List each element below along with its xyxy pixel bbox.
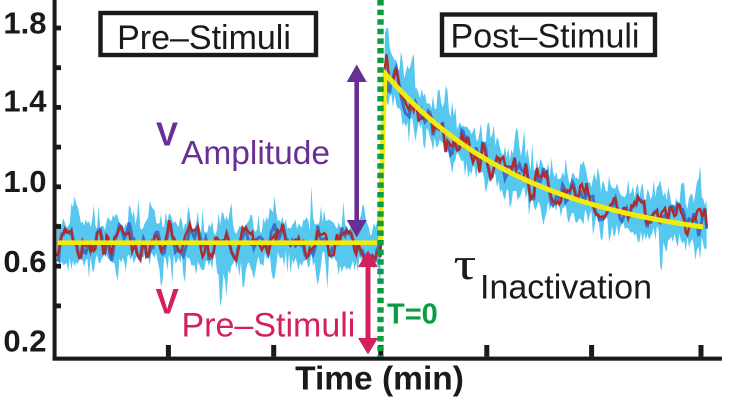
svg-text:1.0: 1.0	[3, 164, 46, 199]
svg-text:1.8: 1.8	[3, 5, 46, 40]
svg-text:τ: τ	[454, 239, 477, 289]
svg-text:0.2: 0.2	[3, 323, 46, 358]
svg-text:Time (min): Time (min)	[295, 361, 464, 398]
svg-text:Pre–Stimuli: Pre–Stimuli	[182, 306, 356, 344]
svg-text:V: V	[156, 115, 178, 152]
svg-text:1.4: 1.4	[3, 83, 47, 118]
svg-text:0.6: 0.6	[3, 244, 46, 279]
svg-text:Amplitude: Amplitude	[181, 135, 330, 172]
svg-text:V: V	[156, 283, 180, 322]
svg-text:Pre–Stimuli: Pre–Stimuli	[117, 19, 291, 57]
svg-text:Inactivation: Inactivation	[480, 269, 652, 307]
svg-text:Post–Stimuli: Post–Stimuli	[451, 18, 640, 56]
svg-text:T=0: T=0	[387, 299, 438, 331]
